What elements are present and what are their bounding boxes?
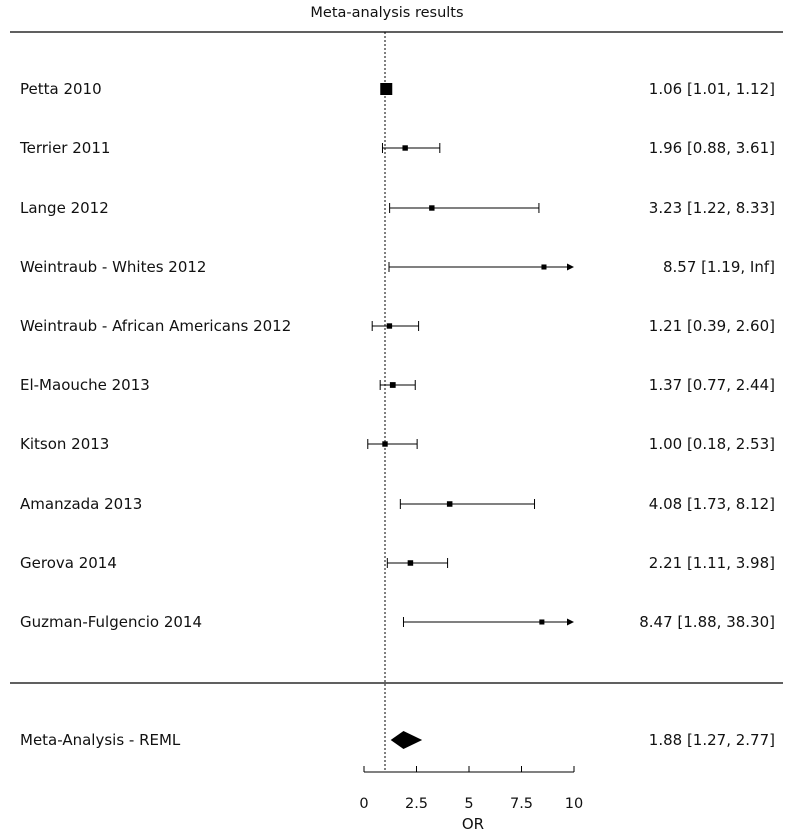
summary-diamond — [390, 731, 423, 749]
point-estimate — [382, 441, 388, 447]
point-estimate — [389, 382, 396, 388]
ci-arrow — [567, 618, 574, 626]
x-axis-tick-label: 0 — [359, 796, 368, 812]
study-ci-text: 4.08 [1.73, 8.12] — [649, 495, 775, 513]
study-row: Lange 2012 3.23 [1.22, 8.33] — [20, 199, 775, 217]
point-estimate — [407, 560, 414, 566]
study-ci-text: 8.57 [1.19, Inf] — [663, 258, 775, 276]
study-row: Petta 2010 1.06 [1.01, 1.12] — [20, 80, 775, 98]
study-row: Kitson 2013 1.00 [0.18, 2.53] — [20, 435, 775, 453]
study-row: Weintraub - Whites 2012 8.57 [1.19, Inf] — [20, 258, 775, 276]
study-ci-text: 1.21 [0.39, 2.60] — [649, 317, 775, 335]
point-estimate — [429, 205, 435, 211]
study-ci-text: 8.47 [1.88, 38.30] — [639, 613, 775, 631]
study-row: Guzman-Fulgencio 2014 8.47 [1.88, 38.30] — [20, 613, 775, 631]
study-rows: Petta 2010 1.06 [1.01, 1.12] Terrier 2011 1… — [19, 80, 775, 631]
x-axis-tick-label: 10 — [565, 796, 583, 812]
point-estimate — [539, 619, 545, 625]
study-ci-text: 3.23 [1.22, 8.33] — [649, 199, 775, 217]
point-estimate — [386, 323, 393, 329]
summary-label: Meta-Analysis - REML — [20, 731, 181, 749]
x-axis-tick-label: 2.5 — [405, 796, 428, 812]
study-label: Guzman-Fulgencio 2014 — [20, 613, 202, 631]
point-estimate — [446, 501, 453, 507]
study-row: Gerova 2014 2.21 [1.11, 3.98] — [20, 554, 775, 572]
study-label: Gerova 2014 — [20, 554, 117, 572]
point-estimate — [541, 264, 547, 270]
study-ci-text: 1.37 [0.77, 2.44] — [649, 376, 775, 394]
study-label: Lange 2012 — [20, 199, 109, 217]
ci-arrow — [567, 263, 574, 271]
study-label: Kitson 2013 — [20, 435, 109, 453]
point-estimate — [402, 145, 408, 151]
study-label: Terrier 2011 — [19, 139, 110, 157]
study-label: Weintraub - Whites 2012 — [20, 258, 206, 276]
study-label: Amanzada 2013 — [20, 495, 142, 513]
study-ci-text: 1.00 [0.18, 2.53] — [649, 435, 775, 453]
x-axis-tick-label: 7.5 — [510, 796, 533, 812]
study-ci-text: 1.06 [1.01, 1.12] — [649, 80, 775, 98]
study-ci-text: 1.96 [0.88, 3.61] — [649, 139, 775, 157]
point-estimate — [380, 83, 393, 95]
study-row: Terrier 2011 1.96 [0.88, 3.61] — [19, 139, 775, 157]
study-label: El-Maouche 2013 — [20, 376, 150, 394]
study-label: Petta 2010 — [20, 80, 102, 98]
study-ci-text: 2.21 [1.11, 3.98] — [649, 554, 775, 572]
study-row: Amanzada 2013 4.08 [1.73, 8.12] — [20, 495, 775, 513]
x-axis: 0 2.5 5 7.5 10 — [359, 766, 583, 812]
summary-row: Meta-Analysis - REML 1.88 [1.27, 2.77] — [20, 731, 775, 749]
study-row: Weintraub - African Americans 2012 1.21 [… — [20, 317, 775, 335]
x-axis-tick-label: 5 — [464, 796, 473, 812]
study-label: Weintraub - African Americans 2012 — [20, 317, 291, 335]
study-row: El-Maouche 2013 1.37 [0.77, 2.44] — [20, 376, 775, 394]
summary-ci-text: 1.88 [1.27, 2.77] — [649, 731, 775, 749]
x-axis-label: OR — [462, 815, 484, 833]
chart-title: Meta-analysis results — [310, 5, 463, 21]
